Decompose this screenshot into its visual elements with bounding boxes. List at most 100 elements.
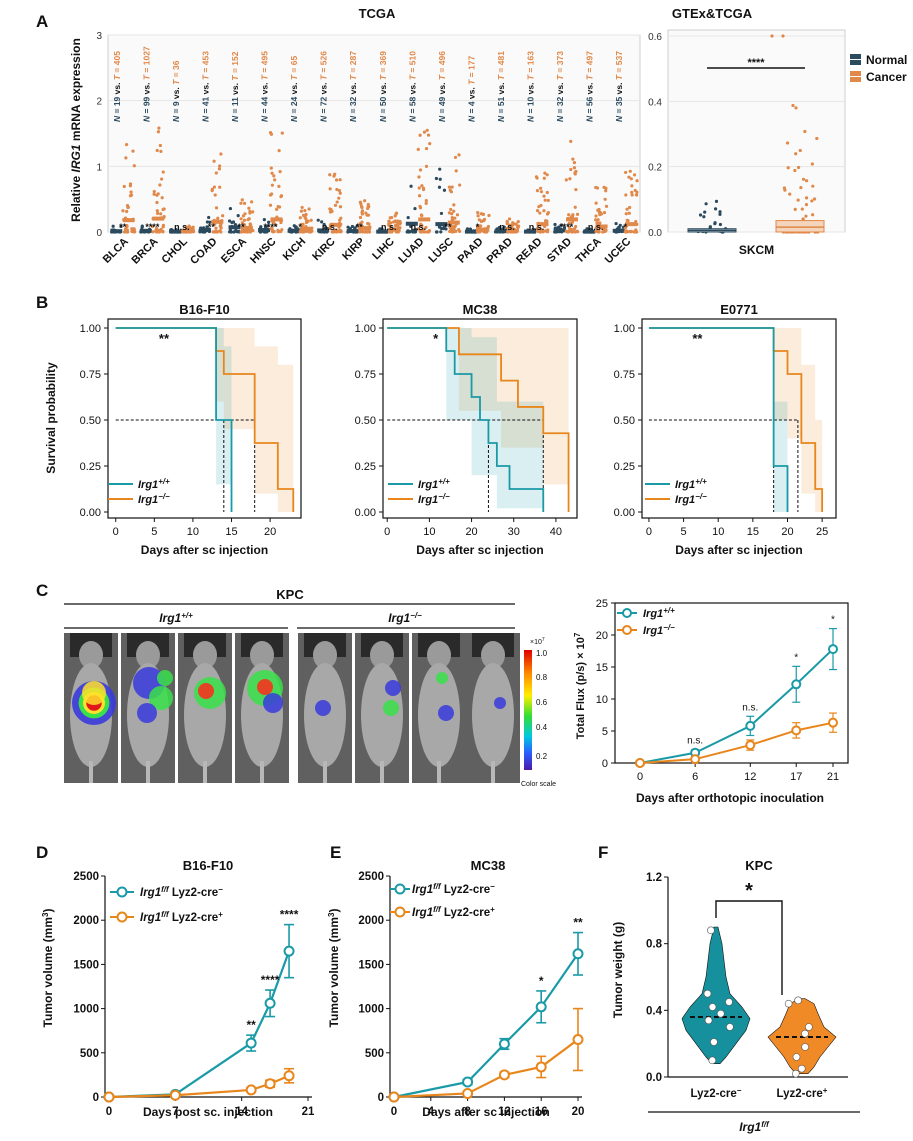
panel-f-ylabel: Tumor weight (g)	[611, 922, 625, 1018]
normal-box	[464, 229, 477, 234]
y-tick-label: 2500	[73, 871, 99, 883]
cancer-point	[160, 196, 164, 200]
cancer-point	[452, 203, 456, 207]
data-point	[726, 1023, 734, 1031]
ci-band-ko	[787, 328, 802, 439]
y-tick-label: 0.00	[614, 507, 635, 519]
normal-point	[435, 230, 439, 234]
cancer-point	[596, 218, 600, 222]
cancer-point	[159, 227, 163, 232]
normal-point	[353, 226, 357, 230]
cancer-point	[625, 207, 629, 211]
cancer-point	[273, 178, 277, 182]
normal-point	[703, 210, 707, 214]
cancer-point	[455, 213, 460, 217]
y-tick-label: 15	[596, 662, 608, 674]
y-tick-label: 0.50	[80, 415, 101, 427]
legend-normal-label: Normal	[866, 53, 907, 67]
sample-size-label: N = 10 vs. T = 163	[526, 51, 536, 122]
cancer-point	[155, 230, 159, 234]
cancer-point	[810, 162, 814, 166]
normal-point	[718, 210, 722, 214]
category-label: KIRC	[310, 236, 338, 264]
cancer-point	[330, 209, 334, 213]
cancer-point	[337, 188, 342, 193]
cancer-point	[798, 148, 802, 153]
cancer-point	[594, 185, 598, 190]
category-label: LUAD	[396, 236, 426, 266]
data-point	[462, 1076, 474, 1088]
cancer-point	[629, 230, 633, 234]
sample-size-label: N = 44 vs. T = 495	[260, 51, 270, 122]
normal-point	[413, 206, 417, 211]
cancer-point	[161, 229, 165, 234]
x-tick-label: 16	[535, 1106, 548, 1118]
cancer-point	[811, 184, 815, 188]
panel-c-xlabel: Days after orthotopic inoculation	[636, 791, 824, 805]
cancer-point	[624, 170, 628, 175]
cancer-point	[270, 183, 274, 187]
cancer-point	[569, 227, 574, 232]
cancer-point	[800, 207, 804, 211]
category-label: UCEC	[603, 236, 634, 267]
signal-spot	[82, 681, 106, 705]
normal-point	[718, 222, 723, 227]
cancer-point	[242, 201, 247, 205]
cancer-point	[428, 142, 432, 146]
legend-cre-pos: Irg1f/f Lyz2-cre+	[412, 905, 495, 919]
normal-point	[266, 220, 271, 224]
cancer-point	[160, 177, 164, 181]
cancer-point	[279, 195, 283, 199]
cancer-point	[424, 225, 428, 230]
significance-label: **	[444, 222, 452, 232]
data-point	[801, 1029, 809, 1038]
data-point	[169, 1089, 181, 1101]
normal-box	[583, 229, 596, 234]
cancer-point	[539, 186, 543, 190]
y-tick-label: 0.0	[646, 1072, 662, 1084]
panel-e-legend: Irg1f/f Lyz2-cre− Irg1f/f Lyz2-cre+	[390, 882, 495, 919]
cancer-point	[298, 216, 302, 220]
cancer-point	[535, 188, 540, 193]
cancer-point	[214, 171, 218, 175]
cancer-point	[635, 193, 639, 197]
sample-size-label: N = 24 vs. T = 65	[289, 56, 299, 122]
cancer-point	[248, 209, 252, 214]
ci-band-wt	[496, 401, 544, 509]
normal-point	[205, 225, 209, 229]
legend-wt: Irg1+/+	[643, 606, 675, 620]
category-label: STAD	[545, 236, 574, 265]
cancer-point	[275, 207, 279, 211]
x-tick-label: 0	[384, 526, 390, 538]
x-tick-label: 21	[302, 1106, 315, 1118]
cancer-point	[358, 200, 362, 204]
y-tick-label: 1500	[358, 959, 384, 971]
cancer-point	[628, 205, 632, 210]
x-tick-label: 15	[225, 526, 237, 538]
signal-spot	[198, 683, 214, 699]
cancer-point	[626, 218, 630, 223]
data-point	[535, 1001, 547, 1013]
sample-size-label: N = 56 vs. T = 497	[585, 51, 595, 122]
panel-e-xlabel: Days after sc injection	[422, 1105, 549, 1119]
category-label: LUSC	[426, 236, 456, 266]
cancer-point	[217, 167, 222, 171]
cancer-point	[793, 168, 797, 173]
cancer-box	[536, 222, 549, 227]
significance-label: n.s.	[411, 222, 427, 232]
cancer-point	[132, 230, 137, 234]
data-point	[791, 725, 802, 736]
normal-point	[439, 211, 444, 216]
cancer-point	[511, 221, 515, 225]
y-tick-label: 0.50	[614, 415, 635, 427]
category-label: READ	[514, 236, 545, 267]
ci-band-ko	[223, 328, 255, 430]
cancer-point	[214, 206, 219, 210]
cancer-point	[571, 157, 575, 161]
cancer-point	[124, 156, 128, 160]
cancer-point	[157, 126, 161, 130]
cancer-point	[309, 218, 313, 222]
x-tick-label: 5	[151, 526, 157, 538]
sample-size-label: N = 58 vs. T = 510	[407, 51, 417, 122]
normal-point	[227, 219, 232, 223]
